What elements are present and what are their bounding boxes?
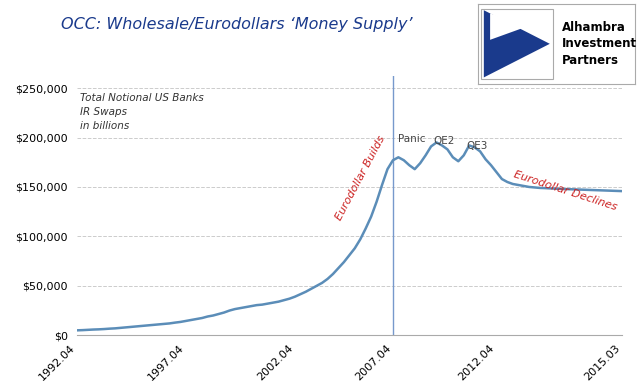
Polygon shape — [484, 10, 550, 77]
Text: Total Notional US Banks
IR Swaps
in billions: Total Notional US Banks IR Swaps in bill… — [79, 93, 203, 131]
Text: Panic: Panic — [399, 134, 426, 144]
Text: QE3: QE3 — [467, 141, 488, 152]
Text: Eurodollar Declines: Eurodollar Declines — [513, 169, 619, 212]
Text: Eurodollar Builds: Eurodollar Builds — [334, 134, 387, 222]
Text: QE2: QE2 — [434, 136, 455, 146]
Text: Alhambra
Investment
Partners: Alhambra Investment Partners — [562, 21, 637, 67]
Polygon shape — [490, 13, 528, 40]
Bar — [481, 9, 553, 79]
Text: OCC: Wholesale/Eurodollars ‘Money Supply’: OCC: Wholesale/Eurodollars ‘Money Supply… — [62, 17, 413, 32]
